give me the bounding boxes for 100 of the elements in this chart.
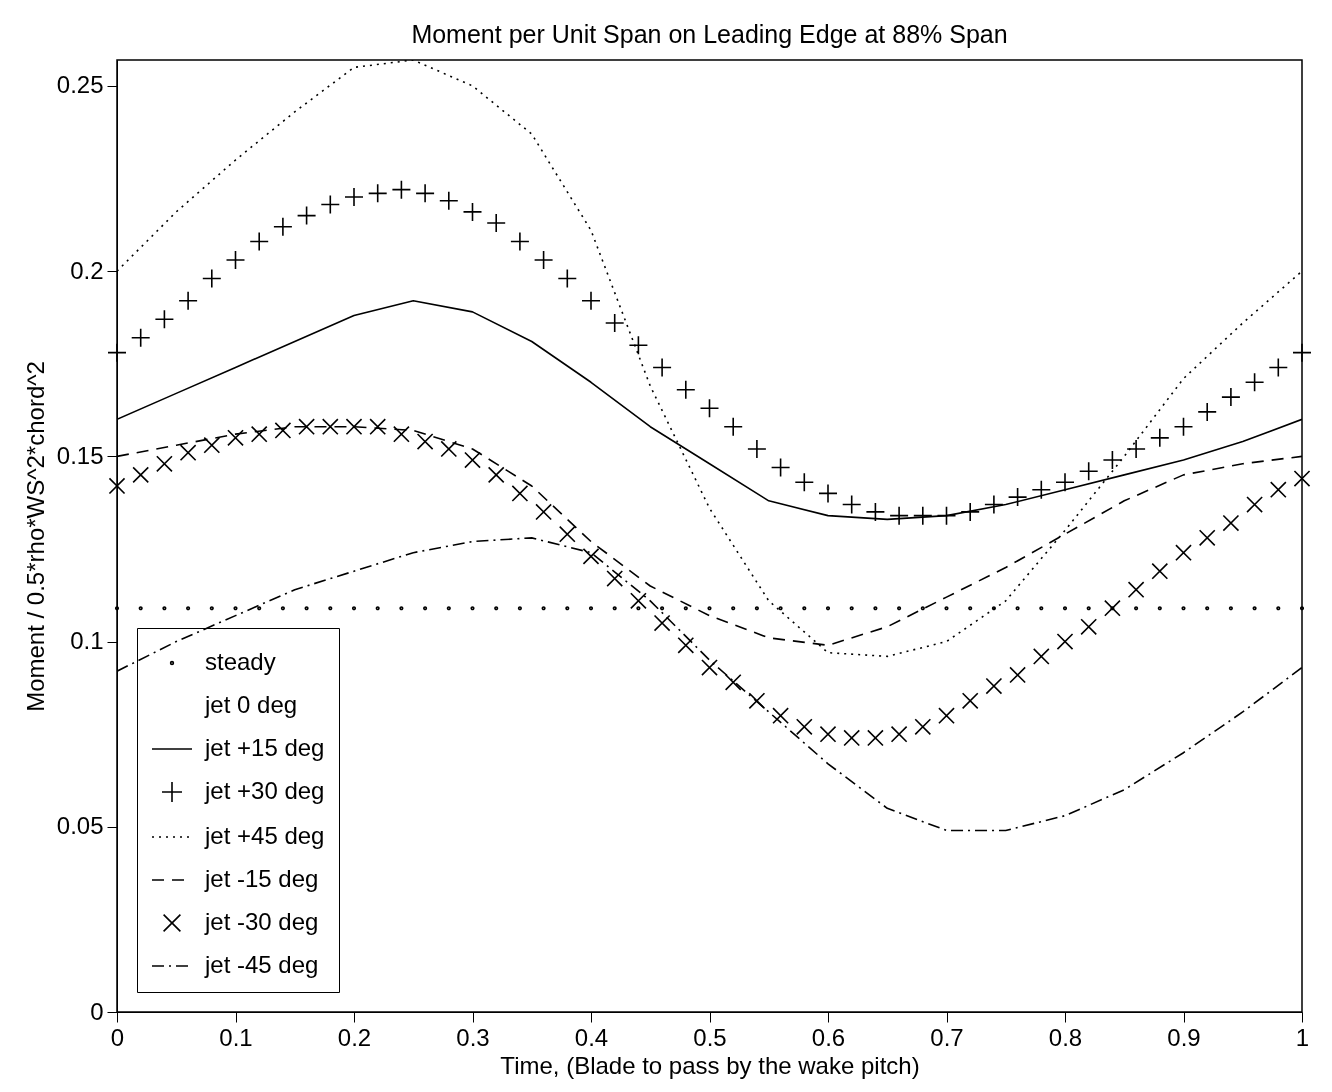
point (606, 570, 624, 587)
point (250, 425, 268, 443)
point (1293, 470, 1311, 487)
point (636, 606, 641, 611)
legend-label: jet -30 deg (204, 908, 319, 935)
point (328, 606, 333, 611)
point (369, 418, 387, 436)
point (723, 416, 743, 437)
point (1292, 342, 1312, 363)
point (1009, 666, 1026, 684)
point (1080, 618, 1098, 636)
point (535, 503, 552, 521)
y-tick-label: 0.1 (70, 627, 104, 655)
point (130, 328, 151, 348)
x-tick-label: 0 (110, 1023, 125, 1051)
legend-label: jet -15 deg (204, 865, 319, 892)
point (1205, 606, 1210, 611)
point (1104, 599, 1121, 617)
point (841, 494, 862, 515)
point (257, 606, 262, 611)
x-axis-title: Time, (Blade to pass by the wake pitch) (500, 1051, 920, 1079)
point (107, 342, 127, 363)
point (889, 505, 909, 526)
point (399, 606, 404, 611)
point (778, 606, 783, 611)
point (747, 439, 767, 459)
point (344, 187, 364, 207)
legend-label: jet +45 deg (204, 822, 325, 849)
point (731, 606, 736, 611)
text: jet 0 deg (204, 691, 298, 718)
point (581, 290, 601, 311)
legend-label: steady (205, 648, 276, 675)
point (178, 290, 198, 311)
legend-label: jet -45 deg (204, 951, 319, 978)
x-tick-label: 0.8 (1048, 1023, 1083, 1051)
point (510, 231, 530, 252)
point (533, 250, 554, 270)
y-axis-title: Moment / 0.5*rho*WS^2*chord^2 (21, 361, 49, 712)
point (1252, 606, 1257, 611)
point (464, 451, 481, 469)
point (677, 636, 695, 654)
point (825, 606, 831, 611)
point (233, 606, 238, 611)
point (446, 606, 451, 611)
y-tick-label: 0 (90, 997, 104, 1025)
point (849, 606, 854, 611)
x-tick-label: 0.2 (337, 1023, 372, 1051)
y-tick-label: 0.05 (56, 812, 104, 840)
point (873, 606, 878, 611)
point (795, 718, 813, 736)
point (249, 231, 269, 252)
point (227, 429, 244, 447)
point (440, 440, 458, 458)
point (819, 725, 837, 743)
point (416, 433, 434, 450)
point (1268, 357, 1289, 378)
point (920, 606, 925, 611)
point (565, 606, 570, 611)
point (351, 606, 357, 611)
point (1157, 606, 1162, 611)
point (391, 179, 412, 200)
point (1150, 428, 1170, 448)
point (345, 418, 363, 436)
point (558, 525, 576, 543)
point (897, 606, 902, 611)
point (628, 335, 649, 356)
x-tick-label: 1 (1295, 1023, 1310, 1051)
point (186, 606, 191, 611)
point (1228, 606, 1233, 611)
point (961, 692, 979, 710)
point (487, 466, 505, 484)
point (156, 455, 173, 473)
point (1222, 514, 1240, 532)
point (1007, 487, 1028, 507)
x-tick-label: 0.4 (574, 1023, 609, 1051)
point (1031, 479, 1052, 500)
point (304, 606, 309, 611)
point (867, 729, 884, 747)
point (1056, 633, 1074, 650)
point (415, 183, 435, 204)
x-tick-label: 0.6 (811, 1023, 846, 1051)
point (660, 606, 665, 611)
point (1221, 387, 1241, 407)
point (486, 213, 506, 233)
point (676, 379, 696, 400)
point (913, 505, 933, 526)
point (202, 268, 222, 289)
point (1055, 472, 1075, 493)
point (984, 494, 1004, 515)
point (748, 692, 766, 710)
point (557, 268, 578, 289)
point (274, 422, 292, 439)
point (818, 483, 838, 504)
x-tick-label: 0.5 (693, 1023, 727, 1051)
point (890, 725, 908, 743)
point (138, 606, 143, 611)
point (511, 485, 529, 502)
point (683, 606, 688, 611)
point (494, 606, 499, 611)
point (375, 606, 380, 611)
